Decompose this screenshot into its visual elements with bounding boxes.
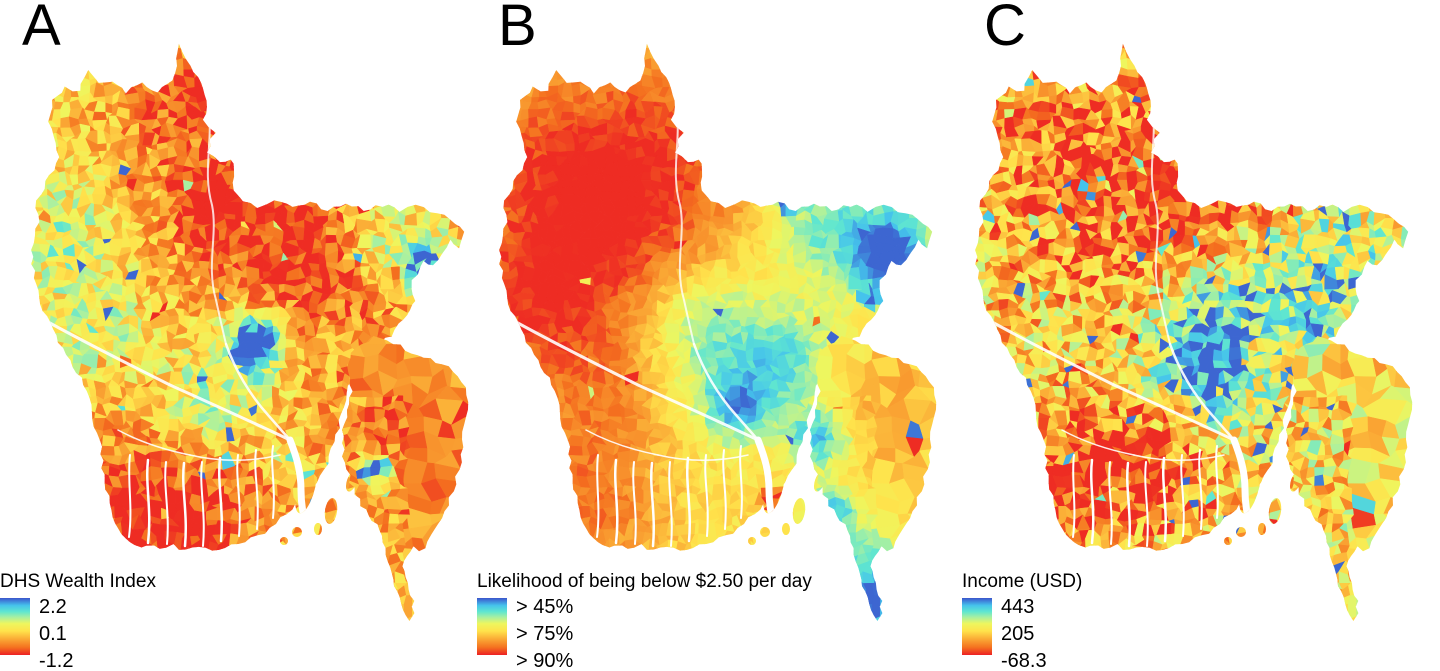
legend-value-low: -68.3	[1001, 650, 1047, 671]
legend-values: > 45% > 75% > 90%	[516, 594, 573, 671]
legend-values: 2.2 0.1 -1.2	[39, 594, 73, 671]
choropleth-map-income	[944, 0, 1424, 671]
panel-label-b: B	[498, 0, 537, 58]
legend-title: Income (USD)	[962, 571, 1083, 592]
legend-value-low: > 90%	[516, 650, 574, 671]
legend-value-mid: 205	[1001, 623, 1035, 645]
legend-income: Income (USD) 443 205 -68.3	[962, 571, 1082, 671]
legend-colorbar	[477, 598, 507, 655]
legend-poverty-likelihood: Likelihood of being below $2.50 per day …	[477, 571, 812, 671]
map-svg	[975, 43, 1413, 621]
map-svg	[31, 43, 469, 621]
legend-value-mid: > 75%	[516, 623, 574, 645]
legend-value-high: > 45%	[516, 596, 574, 618]
choropleth-map-dhs-wealth	[0, 0, 480, 671]
rivers-overlay	[514, 103, 778, 548]
southeast-hills-mosaic	[342, 336, 469, 621]
legend-colorbar	[962, 598, 992, 655]
legend-title: DHS Wealth Index	[0, 571, 156, 592]
legend-colorbar	[0, 598, 30, 655]
panel-label-c: C	[984, 0, 1026, 58]
legend-value-mid: 0.1	[39, 623, 67, 645]
legend-value-low: -1.2	[39, 650, 74, 671]
choropleth-map-poverty-likelihood	[468, 0, 948, 671]
southeast-hills-mosaic	[1286, 336, 1413, 621]
legend-value-high: 2.2	[39, 596, 67, 618]
map-svg	[499, 43, 937, 621]
panel-label-a: A	[22, 0, 61, 58]
legend-values: 443 205 -68.3	[1001, 594, 1047, 671]
legend-value-high: 443	[1001, 596, 1035, 618]
southeast-hills-mosaic	[810, 336, 937, 621]
legend-dhs-wealth: DHS Wealth Index 2.2 0.1 -1.2	[0, 571, 156, 671]
legend-title: Likelihood of being below $2.50 per day	[477, 571, 812, 592]
